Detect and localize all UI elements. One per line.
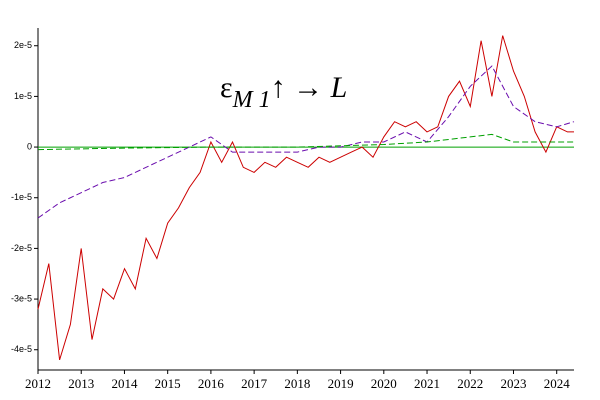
y-tick-label: -3e-5 (11, 293, 32, 303)
x-tick-label: 2016 (198, 376, 225, 391)
x-tick-label: 2022 (457, 376, 483, 391)
y-tick-label: 2e-5 (14, 40, 32, 50)
x-tick-label: 2015 (155, 376, 181, 391)
series-line (37, 65, 575, 219)
x-tick-label: 2020 (371, 376, 397, 391)
x-tick-label: 2024 (544, 376, 571, 391)
annotation: εM 1↑ → L (220, 71, 347, 113)
x-tick-label: 2017 (241, 376, 268, 391)
x-tick-label: 2019 (328, 376, 354, 391)
y-tick-label: 0 (27, 141, 32, 151)
x-tick-label: 2023 (500, 376, 526, 391)
x-tick-label: 2018 (284, 376, 310, 391)
series-line (37, 35, 574, 361)
y-tick-label: -2e-5 (11, 243, 32, 253)
x-tick-label: 2021 (414, 376, 440, 391)
x-tick-label: 2013 (68, 376, 94, 391)
annotation-base: ε (220, 71, 233, 104)
annotation-rest: ↑ → L (271, 71, 348, 104)
x-tick-label: 2014 (111, 376, 138, 391)
y-tick-label: 1e-5 (14, 91, 32, 101)
x-tick-label: 2012 (25, 376, 51, 391)
series-line (37, 133, 574, 151)
annotation-sub: M 1 (232, 87, 271, 113)
y-tick-label: -4e-5 (11, 344, 32, 354)
y-tick-label: -1e-5 (11, 192, 32, 202)
